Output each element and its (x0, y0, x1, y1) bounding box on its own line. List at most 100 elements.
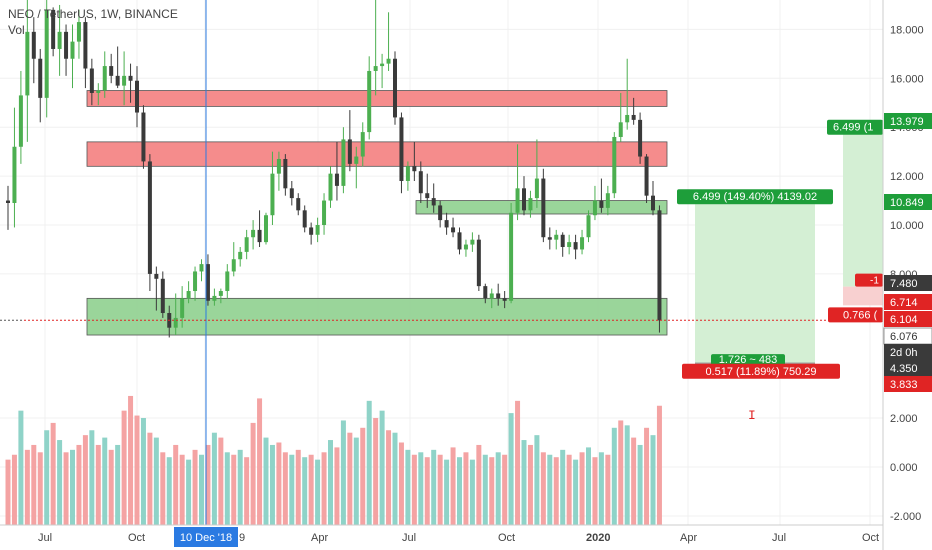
candle-body (360, 132, 365, 157)
volume-bar (457, 457, 462, 525)
candle-body (205, 264, 210, 301)
volume-bar (179, 454, 185, 525)
time-cursor-label: 10 Dec '18 (180, 532, 232, 544)
zone-support (86, 297, 668, 336)
volume-bar (108, 449, 114, 525)
candle-body (657, 210, 662, 321)
volume-bar (398, 442, 404, 525)
volume-bar (476, 444, 482, 525)
price-label: 4.350 (890, 363, 918, 375)
volume-tick: -2.000 (890, 511, 921, 523)
candle-body (44, 9, 49, 98)
price-tick: 18.000 (890, 24, 924, 36)
candle-body (534, 178, 539, 199)
price-label: 7.480 (890, 278, 918, 290)
volume-bar (592, 457, 598, 525)
volume-bar (340, 420, 346, 525)
price-label: 10.849 (890, 197, 924, 209)
symbol-title[interactable]: NEO / TetherUS, 1W, BINANCE (8, 7, 178, 21)
volume-bar (282, 452, 288, 525)
long2-loss-area (843, 286, 883, 306)
long-profit-area (695, 204, 815, 364)
volume-bar (418, 452, 424, 525)
volume-bar (173, 444, 179, 525)
volume-bar (76, 444, 82, 525)
candle-body (212, 295, 217, 301)
candle-body (141, 112, 146, 162)
candle-body (412, 166, 417, 172)
volume-bar (560, 449, 566, 525)
volume-bar (579, 452, 585, 525)
candle-body (302, 210, 307, 228)
candle-body (476, 239, 481, 287)
candle-body (463, 244, 468, 250)
chart-header: NEO / TetherUS, 1W, BINANCE Vol (8, 6, 178, 38)
indicator-label[interactable]: Vol (8, 23, 25, 37)
candle-body (515, 188, 520, 213)
candle-body (270, 173, 275, 216)
long2-stop-label-bg (828, 307, 883, 323)
candle-body (70, 41, 75, 59)
candle-body (522, 188, 526, 211)
candle-body (380, 63, 385, 67)
candle-body (244, 237, 249, 252)
volume-bar (302, 457, 308, 525)
candle-body (567, 242, 572, 248)
candle-body (605, 193, 610, 208)
volume-bar (598, 452, 604, 525)
time-tick: Jul (38, 532, 52, 544)
position-tools[interactable]: 6.499 (149.40%) 4139.021.726 ~ 48312.570… (677, 119, 883, 379)
price-label-bg (884, 376, 932, 392)
volume-bar (540, 452, 546, 525)
candle-body (296, 198, 301, 211)
candle-body (405, 166, 410, 181)
long-ratio-label: 1.726 ~ 483 (719, 354, 777, 366)
time-tick: 2020 (586, 532, 610, 544)
volume-bar (405, 449, 411, 525)
volume-bar (379, 410, 385, 525)
volume-bar (308, 454, 314, 525)
candle-body (128, 75, 133, 81)
candle-body (322, 200, 327, 225)
volume-bar (508, 413, 514, 525)
volume-bar (386, 430, 392, 525)
candle-body (315, 225, 320, 235)
candle-body (173, 317, 178, 328)
time-cursor-label-bg (174, 527, 238, 547)
volume-bar (515, 400, 521, 525)
long2-partial-label: -1 (870, 276, 879, 287)
volume-bar (147, 432, 153, 525)
volume-bar (656, 405, 662, 525)
candle-body (51, 9, 56, 49)
candle-body (225, 271, 230, 292)
candle-body (483, 286, 488, 299)
volume-bar (482, 454, 488, 525)
price-label-bg (884, 294, 932, 310)
candle-body (541, 178, 546, 238)
long2-partial-label-bg (855, 273, 883, 287)
volume-bar (321, 452, 327, 525)
volume-bar (44, 430, 50, 525)
volume-bar (244, 457, 250, 525)
volume-bar (566, 454, 572, 525)
volume-bar (128, 395, 134, 525)
volume-bar (115, 444, 121, 525)
candle-body (554, 234, 559, 240)
candle-body (644, 156, 649, 196)
candle-body (496, 293, 501, 299)
candle-body (328, 173, 333, 201)
volume-bar (373, 418, 379, 525)
candle-body (57, 31, 62, 49)
volume-bar (57, 440, 63, 525)
volume-bar (5, 459, 11, 525)
candle-body (199, 264, 204, 272)
price-label-bg (884, 360, 932, 376)
price-tick: 10.000 (890, 220, 924, 232)
candle-body (612, 136, 617, 194)
candle-body (586, 215, 591, 238)
candle-body (425, 193, 430, 199)
time-axis[interactable]: Jul Oct 10 Dec '18 9 Apr Jul Oct 2020 Apr Jul Oct (38, 527, 879, 547)
candle-body (347, 139, 352, 164)
